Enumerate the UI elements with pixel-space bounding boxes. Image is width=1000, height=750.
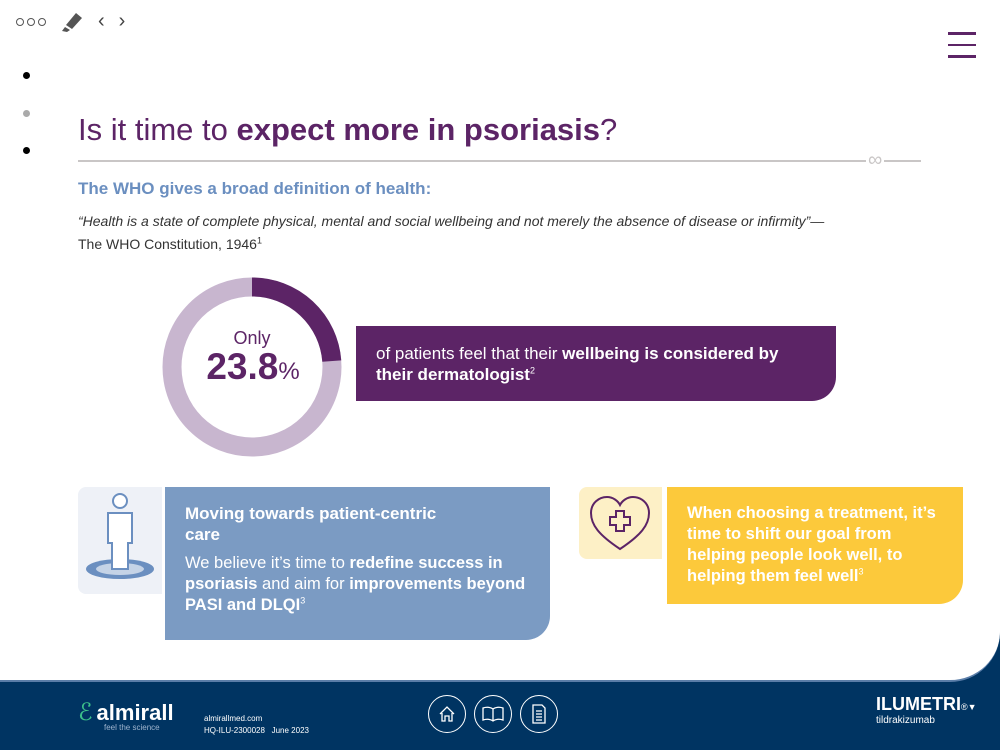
footer-nav: [428, 695, 558, 733]
references-button[interactable]: [474, 695, 512, 733]
stat-prefix: Only: [233, 328, 271, 348]
home-icon: [439, 706, 455, 722]
page-dot[interactable]: [23, 147, 30, 154]
patient-centric-card: Moving towards patient-centric care We b…: [165, 487, 550, 640]
toolbar: ‹ ›: [16, 10, 125, 33]
document-button[interactable]: [520, 695, 558, 733]
ilumetri-logo: ILUMETRI®▼ tildrakizumab: [876, 694, 977, 726]
infinity-icon: ∞: [866, 149, 885, 171]
book-icon: [482, 706, 504, 722]
almirall-leaf-icon: ℰ: [78, 699, 93, 726]
document-icon: [532, 704, 546, 724]
stat-callout: of patients feel that their wellbeing is…: [356, 326, 836, 401]
forward-icon[interactable]: ›: [118, 10, 126, 32]
page-title: Is it time to expect more in psoriasis?: [78, 112, 618, 147]
subheading: The WHO gives a broad definition of heal…: [78, 179, 432, 198]
person-icon: [78, 487, 162, 594]
footer: ℰ almirall feel the science almirallmed.…: [0, 682, 1000, 750]
more-icon[interactable]: [16, 17, 46, 26]
back-icon[interactable]: ‹: [98, 10, 105, 32]
menu-icon[interactable]: [948, 32, 976, 67]
card-heading: Moving towards patient-centric care: [185, 504, 437, 544]
page-dot-active[interactable]: [23, 110, 30, 117]
almirall-logo: ℰ almirall feel the science: [78, 699, 174, 732]
highlighter-icon[interactable]: [60, 11, 84, 33]
heart-cross-icon: [579, 487, 662, 559]
donut-value-arc: [162, 277, 342, 457]
home-button[interactable]: [428, 695, 466, 733]
stat-value: 23.8%: [206, 346, 300, 387]
donut-chart: [162, 277, 342, 457]
treatment-goal-card: When choosing a treatment, it’s time to …: [667, 487, 963, 604]
footer-meta: almirallmed.com HQ-ILU-2300028 June 2023: [204, 714, 309, 735]
page-dot[interactable]: [23, 72, 30, 79]
divider: [78, 160, 921, 162]
who-quote: “Health is a state of complete physical,…: [78, 213, 825, 252]
slide: ‹ › Is it time to expect more in psorias…: [0, 0, 1000, 682]
card-body: We believe it’s time to redefine success…: [185, 554, 526, 614]
